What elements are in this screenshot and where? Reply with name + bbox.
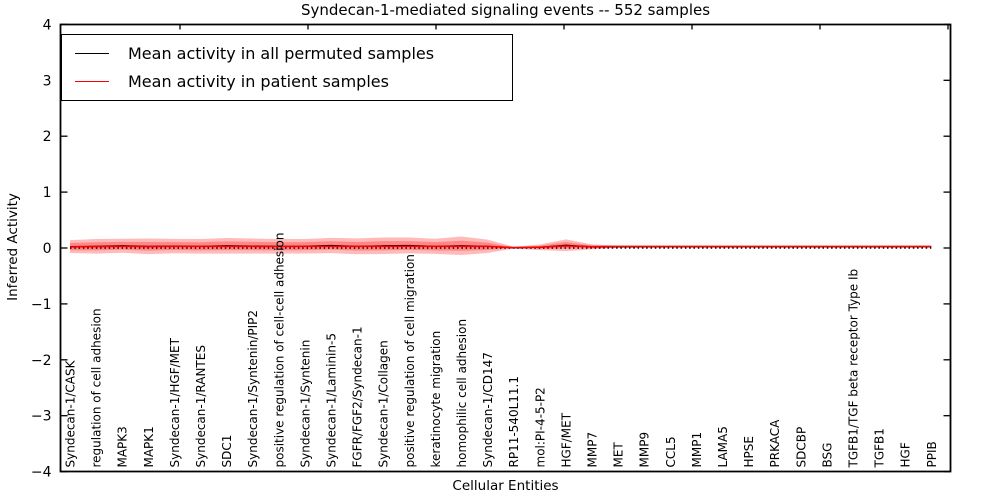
y-tick-label: −1 — [31, 297, 52, 313]
patient-mean-line — [69, 245, 932, 249]
x-tick-label: Syndecan-1/RANTES — [194, 345, 208, 467]
x-tick-label: MAPK1 — [142, 426, 156, 467]
legend-line-black — [75, 52, 109, 54]
y-tick-label: 1 — [43, 185, 52, 201]
std-band — [70, 236, 932, 255]
legend-item-patient: Mean activity in patient samples — [62, 67, 512, 95]
x-tick-label: keratinocyte migration — [429, 331, 443, 468]
x-tick-label: Syndecan-1/CD147 — [481, 352, 495, 467]
x-tick-label: MMP1 — [690, 432, 704, 468]
chart-title: Syndecan-1-mediated signaling events -- … — [300, 1, 711, 19]
legend-label-patient: Mean activity in patient samples — [128, 71, 389, 91]
y-axis-label: Inferred Activity — [5, 193, 21, 301]
y-tick-label: −2 — [31, 353, 52, 369]
x-tick-label: mol:PI-4-5-P2 — [533, 387, 547, 467]
y-tick-label: 3 — [43, 73, 52, 89]
x-tick-label: regulation of cell adhesion — [90, 308, 104, 467]
x-tick-label: RP11-540L11.1 — [507, 376, 521, 467]
x-tick-label: positive regulation of cell-cell adhesio… — [272, 233, 286, 468]
x-tick-label: FGFR/FGF2/Syndecan-1 — [351, 326, 365, 467]
x-tick-label: BSG — [820, 443, 834, 468]
x-tick-label: Syndecan-1/Collagen — [377, 340, 391, 467]
x-tick-label: SDC1 — [220, 435, 234, 468]
x-tick-label: TGFB1/TGF beta receptor Type Ib — [847, 269, 861, 469]
x-tick-label: PRKACA — [768, 419, 782, 468]
x-tick-label: Syndecan-1/CASK — [64, 359, 78, 467]
x-tick-label: HPSE — [742, 436, 756, 467]
x-tick-label: Syndecan-1/Syntenin/PIP2 — [246, 310, 260, 468]
x-tick-label: MMP7 — [586, 432, 600, 468]
x-tick-label: MAPK3 — [116, 426, 130, 467]
legend-line-red — [75, 80, 109, 82]
y-tick-label: 4 — [43, 17, 52, 33]
x-tick-label: Syndecan-1/Laminin-5 — [325, 333, 339, 467]
x-axis-label: Cellular Entities — [452, 478, 559, 494]
x-tick-label: MMP9 — [638, 432, 652, 468]
legend-item-permuted: Mean activity in all permuted samples — [62, 39, 512, 67]
x-tick-label: homophilic cell adhesion — [455, 319, 469, 468]
x-tick-label: CCL5 — [664, 436, 678, 467]
x-tick-label: HGF/MET — [559, 412, 573, 467]
x-tick-label: TGFB1 — [873, 428, 887, 468]
x-tick-label: MET — [612, 442, 626, 468]
legend-label-permuted: Mean activity in all permuted samples — [128, 43, 435, 63]
x-tick-label: HGF — [899, 442, 913, 467]
y-tick-label: 2 — [43, 129, 52, 145]
x-tick-label: positive regulation of cell migration — [403, 254, 417, 467]
x-tick-label: PPIB — [925, 441, 939, 467]
y-tick-label: −4 — [31, 465, 52, 481]
x-tick-label: Syndecan-1/Syntenin — [298, 340, 312, 468]
y-tick-label: 0 — [43, 241, 52, 257]
y-tick-label: −3 — [31, 409, 52, 425]
legend: Mean activity in all permuted samples Me… — [61, 34, 513, 101]
x-tick-label: SDCBP — [794, 427, 808, 468]
x-tick-label: Syndecan-1/HGF/MET — [168, 337, 182, 467]
x-tick-label: LAMA5 — [716, 426, 730, 467]
